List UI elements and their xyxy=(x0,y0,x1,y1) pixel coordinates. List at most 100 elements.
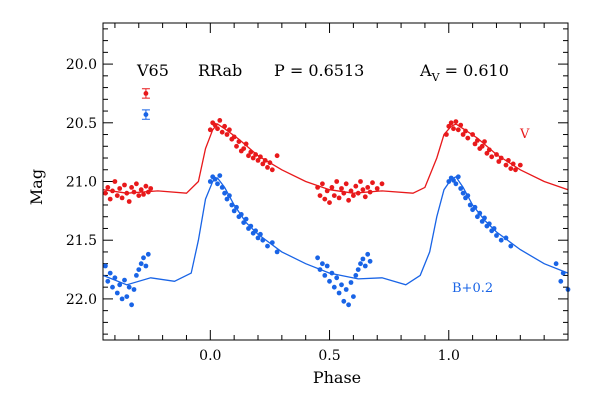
data-point xyxy=(253,152,258,157)
data-point xyxy=(508,243,514,249)
data-point xyxy=(122,182,127,188)
data-point xyxy=(498,155,504,161)
data-point xyxy=(346,302,351,308)
data-point xyxy=(234,204,239,210)
x-tick-label: 0.0 xyxy=(199,348,221,364)
data-point xyxy=(379,181,385,187)
data-point xyxy=(207,179,213,184)
data-point xyxy=(341,298,347,304)
amplitude-value: = 0.610 xyxy=(440,61,509,80)
data-point xyxy=(320,261,325,267)
data-point xyxy=(219,185,225,190)
data-point xyxy=(224,196,230,202)
data-point xyxy=(243,141,249,147)
series-label-b: B+0.2 xyxy=(452,281,493,296)
data-point xyxy=(367,189,373,195)
data-point xyxy=(107,270,113,276)
data-point xyxy=(134,273,139,278)
data-point xyxy=(222,123,228,129)
data-point xyxy=(451,126,456,132)
data-point xyxy=(355,190,361,196)
data-point xyxy=(320,181,325,187)
data-point xyxy=(324,263,330,269)
data-point xyxy=(460,132,466,137)
data-point xyxy=(365,185,371,190)
data-point xyxy=(143,183,149,189)
data-point xyxy=(269,167,275,173)
data-point xyxy=(265,165,270,170)
data-point xyxy=(444,132,449,137)
data-point xyxy=(231,134,237,140)
data-point xyxy=(331,284,337,290)
data-point xyxy=(360,256,366,262)
data-point xyxy=(236,139,242,145)
data-point xyxy=(317,267,323,272)
amplitude-label: AV = 0.610 xyxy=(419,61,509,84)
data-point xyxy=(455,127,461,133)
data-point xyxy=(336,195,342,201)
data-point xyxy=(222,190,228,196)
data-point xyxy=(558,278,564,284)
data-point xyxy=(470,132,475,137)
data-point xyxy=(229,202,235,208)
data-point xyxy=(560,270,566,276)
data-point xyxy=(145,189,151,195)
plot-frame xyxy=(102,22,569,341)
data-point xyxy=(477,210,483,216)
data-point xyxy=(506,158,511,163)
data-point xyxy=(448,120,454,126)
y-tick-label: 20.0 xyxy=(66,57,97,73)
data-point xyxy=(467,202,473,208)
data-point xyxy=(458,186,464,191)
data-point xyxy=(336,290,342,296)
data-point xyxy=(141,255,146,261)
data-point xyxy=(453,181,459,187)
x-tick-label: 1.0 xyxy=(438,348,460,364)
data-point xyxy=(129,185,135,190)
data-point xyxy=(124,190,130,196)
data-point xyxy=(234,143,239,149)
error-bar-point xyxy=(143,91,149,96)
data-point xyxy=(486,147,492,153)
data-point xyxy=(215,126,220,132)
data-point xyxy=(360,187,366,193)
x-tick-label: 0.5 xyxy=(318,348,340,364)
data-point xyxy=(262,158,268,163)
data-point xyxy=(463,128,468,134)
data-point xyxy=(148,186,154,191)
error-bars xyxy=(141,88,150,120)
data-point xyxy=(479,143,485,149)
data-point xyxy=(238,212,244,217)
data-point xyxy=(103,190,108,196)
data-point xyxy=(484,150,490,156)
data-point xyxy=(212,122,218,128)
data-point xyxy=(143,263,149,269)
data-point xyxy=(510,161,516,167)
model-curves xyxy=(102,123,569,286)
data-point xyxy=(446,123,452,129)
data-point xyxy=(475,138,480,143)
data-point xyxy=(265,243,270,249)
data-point xyxy=(498,237,504,243)
data-point xyxy=(248,223,254,229)
data-point xyxy=(367,258,373,264)
data-point xyxy=(472,204,478,210)
data-point xyxy=(129,302,135,308)
data-point xyxy=(119,296,125,302)
data-point xyxy=(258,231,263,237)
star-id-label: V65 xyxy=(136,61,169,80)
data-point xyxy=(138,261,144,267)
data-point xyxy=(145,251,151,257)
data-point xyxy=(260,161,266,167)
data-point xyxy=(122,277,127,283)
data-point xyxy=(141,192,146,197)
data-point xyxy=(217,118,223,123)
data-point xyxy=(103,263,108,269)
data-point xyxy=(479,219,485,224)
data-point xyxy=(374,186,380,191)
data-point xyxy=(517,162,523,168)
data-point xyxy=(255,235,261,241)
data-point xyxy=(329,185,335,190)
data-point xyxy=(348,188,354,194)
data-point xyxy=(475,214,480,220)
